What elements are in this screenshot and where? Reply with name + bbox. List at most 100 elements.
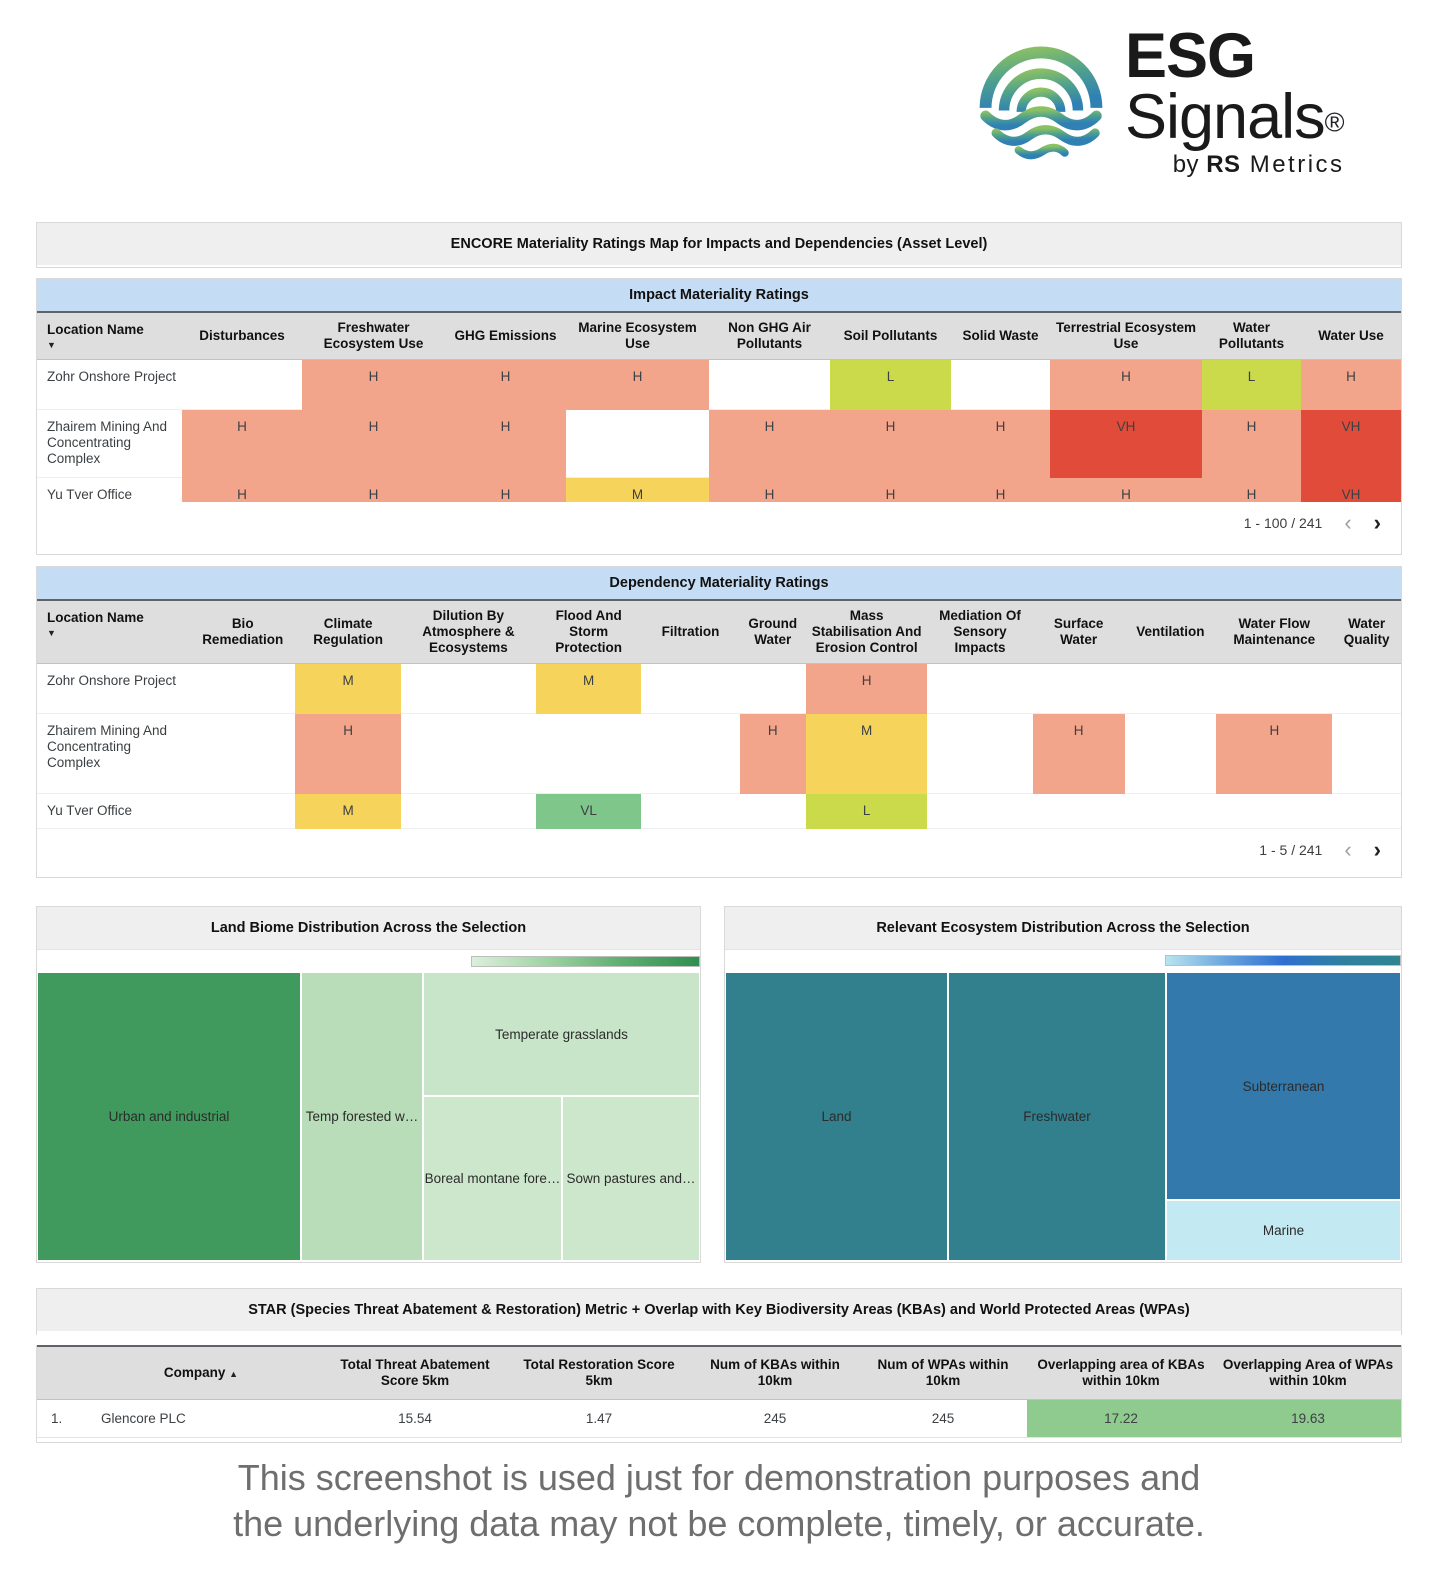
ecosystem-treemap: Land Freshwater Subterranean Marine	[725, 950, 1401, 1261]
dependency-materiality-panel: Dependency Materiality Ratings Location …	[36, 566, 1402, 878]
disclaimer-line-2: the underlying data may not be complete,…	[233, 1503, 1205, 1545]
impact-col-non-ghg-air-pollutants[interactable]: Non GHG Air Pollutants	[709, 313, 830, 360]
sort-caret-up-icon: ▲	[229, 1369, 239, 1380]
table-row[interactable]: Zohr Onshore Project H H H L H L H	[37, 359, 1401, 410]
treemap-tile-land[interactable]: Land	[725, 972, 948, 1261]
star-col-overlap-kbas[interactable]: Overlapping area of KBAs within 10km	[1027, 1345, 1215, 1401]
dependency-rating-cell	[189, 793, 296, 829]
dependency-table-scroll[interactable]: Location Name ▼ Bio Remediation Climate …	[37, 601, 1401, 829]
dependency-rating-cell: VL	[535, 793, 642, 829]
impact-col-marine-ecosystem-use[interactable]: Marine Ecosystem Use	[566, 313, 709, 360]
impact-col-water-use[interactable]: Water Use	[1301, 313, 1401, 360]
treemap-tile-temperate-grasslands[interactable]: Temperate grasslands	[423, 972, 700, 1096]
dependency-col-climate-regulation[interactable]: Climate Regulation	[295, 601, 401, 664]
treemap-tile-sown-pastures[interactable]: Sown pastures and…	[562, 1096, 700, 1261]
dependency-rating-cell: H	[739, 713, 806, 794]
dependency-col-ground-water[interactable]: Ground Water	[739, 601, 806, 664]
impact-col-location[interactable]: Location Name ▼	[37, 313, 182, 360]
table-row[interactable]: Yu Tver Office M VL L	[37, 793, 1401, 829]
dependency-rating-cell: M	[295, 663, 401, 714]
treemap-tile-marine[interactable]: Marine	[1166, 1200, 1401, 1261]
impact-prev-page-icon[interactable]: ‹	[1344, 510, 1352, 535]
dependency-rating-cell	[400, 713, 536, 794]
impact-rating-cell: H	[951, 477, 1050, 502]
impact-table-scroll[interactable]: Location Name ▼ Disturbances Freshwater …	[37, 313, 1401, 502]
byline-rs: RS	[1206, 150, 1241, 178]
dependency-rating-cell	[739, 793, 806, 829]
dependency-col-ventilation[interactable]: Ventilation	[1124, 601, 1217, 664]
treemap-tile-urban-and-industrial[interactable]: Urban and industrial	[37, 972, 301, 1261]
dependency-col-surface-water[interactable]: Surface Water	[1032, 601, 1125, 664]
table-row[interactable]: Yu Tver Office H H H M H H H H H VH	[37, 477, 1401, 502]
impact-rating-cell: H	[951, 409, 1050, 478]
impact-col-soil-pollutants[interactable]: Soil Pollutants	[830, 313, 951, 360]
impact-col-solid-waste[interactable]: Solid Waste	[951, 313, 1050, 360]
dependency-col-flood-and-storm-protection[interactable]: Flood And Storm Protection	[535, 601, 642, 664]
dependency-rating-cell	[641, 713, 740, 794]
dependency-col-mass-stabilisation-and-erosion-control[interactable]: Mass Stabilisation And Erosion Control	[805, 601, 928, 664]
table-row[interactable]: Zhairem Mining And Concentrating Complex…	[37, 409, 1401, 478]
dependency-rating-cell	[1216, 663, 1333, 714]
impact-rating-cell: H	[1050, 477, 1202, 502]
star-cell-restoration: 1.47	[507, 1399, 691, 1439]
dependency-col-mediation-of-sensory-impacts[interactable]: Mediation Of Sensory Impacts	[927, 601, 1033, 664]
dependency-rating-cell: H	[1216, 713, 1333, 794]
dependency-col-filtration[interactable]: Filtration	[641, 601, 740, 664]
dependency-rating-cell	[739, 663, 806, 714]
impact-col-water-pollutants[interactable]: Water Pollutants	[1202, 313, 1301, 360]
treemap-tile-boreal-montane-forest[interactable]: Boreal montane fore…	[423, 1096, 562, 1261]
brand-wordmark: ESG Signals® by RS Metrics	[1125, 22, 1345, 179]
impact-rating-cell: VH	[1050, 409, 1202, 478]
impact-rating-cell: H	[302, 477, 445, 502]
star-col-threat-abatement[interactable]: Total Threat Abatement Score 5km	[323, 1345, 507, 1401]
table-row[interactable]: Zohr Onshore Project M M H	[37, 663, 1401, 714]
dependency-rating-cell	[927, 663, 1033, 714]
star-table-panel: Company ▲ Total Threat Abatement Score 5…	[36, 1345, 1402, 1443]
impact-rating-cell: H	[302, 409, 445, 478]
star-col-index	[37, 1345, 79, 1401]
impact-header-row: Location Name ▼ Disturbances Freshwater …	[37, 313, 1401, 360]
treemap-tile-temp-forested-wetlands[interactable]: Temp forested w…	[301, 972, 423, 1261]
dependency-col-dilution-by-atmosphere-ecosystems[interactable]: Dilution By Atmosphere & Ecosystems	[400, 601, 536, 664]
dependency-rating-cell	[1032, 793, 1125, 829]
impact-location-cell: Zhairem Mining And Concentrating Complex	[37, 409, 182, 478]
impact-col-disturbances[interactable]: Disturbances	[182, 313, 302, 360]
dependency-prev-page-icon[interactable]: ‹	[1344, 837, 1352, 862]
impact-rating-cell: H	[830, 477, 951, 502]
star-cell-threat: 15.54	[323, 1399, 507, 1439]
impact-next-page-icon[interactable]: ›	[1373, 510, 1381, 535]
dependency-rating-cell: H	[1032, 713, 1125, 794]
star-col-num-wpas[interactable]: Num of WPAs within 10km	[859, 1345, 1027, 1401]
dependency-rating-cell	[1124, 713, 1217, 794]
treemap-tile-freshwater[interactable]: Freshwater	[948, 972, 1166, 1261]
dependency-header-row: Location Name ▼ Bio Remediation Climate …	[37, 601, 1401, 664]
table-row[interactable]: 1. Glencore PLC 15.54 1.47 245 245 17.22 19.63	[37, 1399, 1401, 1439]
dependency-col-location[interactable]: Location Name ▼	[37, 601, 190, 664]
dependency-rating-cell: H	[295, 713, 401, 794]
registered-mark: ®	[1324, 107, 1345, 138]
star-col-num-kbas[interactable]: Num of KBAs within 10km	[691, 1345, 859, 1401]
star-col-restoration[interactable]: Total Restoration Score 5km	[507, 1345, 691, 1401]
impact-rating-cell: H	[709, 477, 830, 502]
byline-metrics: Metrics	[1240, 150, 1345, 178]
dependency-rating-cell: H	[805, 663, 928, 714]
star-col-company[interactable]: Company ▲	[79, 1345, 323, 1401]
impact-col-freshwater-ecosystem-use[interactable]: Freshwater Ecosystem Use	[302, 313, 445, 360]
dependency-rating-cell	[1124, 793, 1217, 829]
treemap-tile-subterranean[interactable]: Subterranean	[1166, 972, 1401, 1200]
dependency-col-bio-remediation[interactable]: Bio Remediation	[189, 601, 296, 664]
star-col-overlap-wpas[interactable]: Overlapping Area of WPAs within 10km	[1215, 1345, 1401, 1401]
disclaimer: This screenshot is used just for demonst…	[0, 1455, 1438, 1547]
tile-label: Freshwater	[1023, 1109, 1091, 1124]
dependency-rating-cell	[189, 663, 296, 714]
impact-col-ghg-emissions[interactable]: GHG Emissions	[445, 313, 566, 360]
table-row[interactable]: Zhairem Mining And Concentrating Complex…	[37, 713, 1401, 794]
dependency-col-water-flow-maintenance[interactable]: Water Flow Maintenance	[1216, 601, 1333, 664]
dependency-col-water-quality[interactable]: Water Quality	[1332, 601, 1401, 664]
impact-col-terrestrial-ecosystem-use[interactable]: Terrestrial Ecosystem Use	[1050, 313, 1202, 360]
dependency-page-range: 1 - 5 / 241	[1259, 842, 1323, 858]
star-title: STAR (Species Threat Abatement & Restora…	[37, 1289, 1401, 1331]
dependency-next-page-icon[interactable]: ›	[1373, 837, 1381, 862]
brand-logo: ESG Signals® by RS Metrics	[975, 22, 1345, 179]
